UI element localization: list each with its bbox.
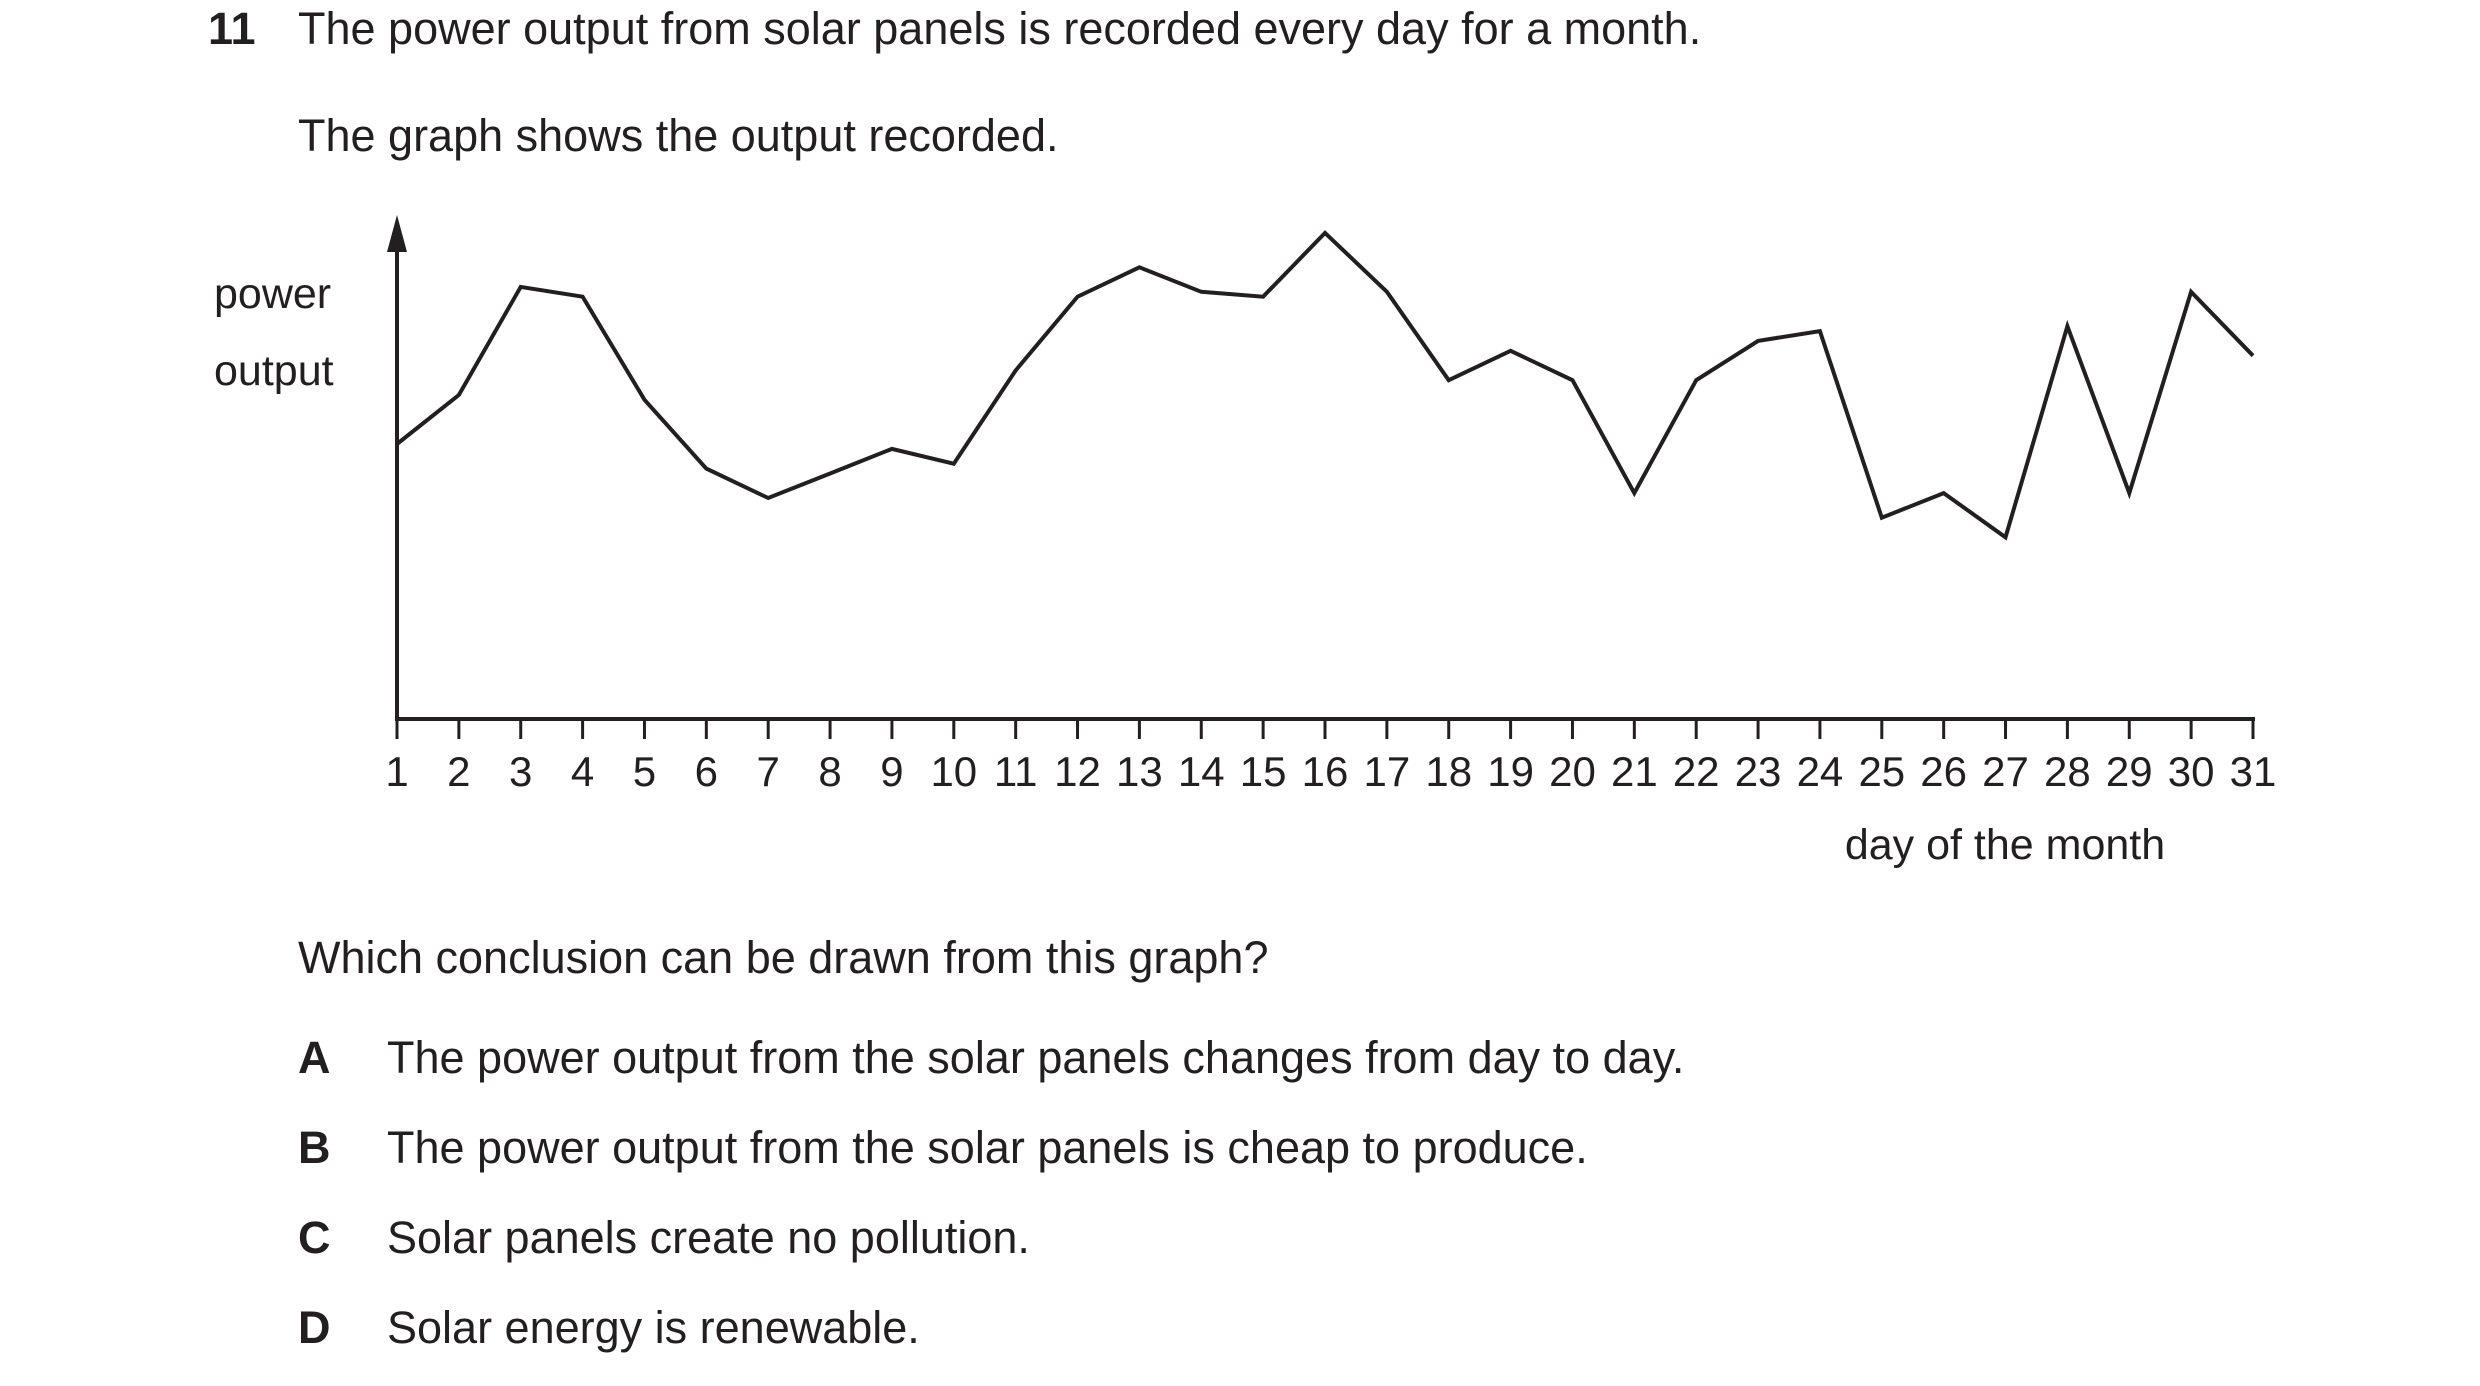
x-tick-label: 11 (994, 748, 1038, 795)
x-tick-label: 8 (818, 748, 841, 795)
x-tick-label: 20 (1549, 748, 1596, 795)
x-tick-label: 17 (1364, 748, 1411, 795)
x-tick-label: 6 (695, 748, 718, 795)
x-tick-label: 21 (1611, 748, 1658, 795)
x-tick-label: 28 (2044, 748, 2091, 795)
x-tick-label: 19 (1487, 748, 1534, 795)
x-tick-label: 16 (1302, 748, 1349, 795)
x-tick-label: 12 (1054, 748, 1101, 795)
x-tick-label: 29 (2106, 748, 2153, 795)
option-text: Solar energy is renewable. (387, 1302, 920, 1353)
y-axis-label: output (214, 347, 334, 395)
option-text: Solar panels create no pollution. (387, 1212, 1030, 1263)
x-tick-label: 9 (880, 748, 903, 795)
x-tick-label: 14 (1178, 748, 1225, 795)
y-axis-arrow (387, 215, 407, 252)
x-tick-label: 27 (1982, 748, 2029, 795)
question-number: 11 (208, 3, 256, 54)
option-letter: A (298, 1032, 331, 1083)
question-intro-text: The power output from solar panels is re… (298, 3, 1702, 54)
x-tick-label: 26 (1920, 748, 1967, 795)
option-text: The power output from the solar panels i… (387, 1122, 1588, 1173)
x-tick-label: 1 (385, 748, 408, 795)
x-tick-label: 10 (930, 748, 977, 795)
x-tick-label: 22 (1673, 748, 1720, 795)
x-tick-label: 24 (1797, 748, 1844, 795)
x-tick-label: 4 (571, 748, 594, 795)
x-tick-label: 30 (2168, 748, 2215, 795)
x-tick-label: 2 (447, 748, 470, 795)
option-letter: B (298, 1122, 331, 1173)
x-tick-label: 25 (1858, 748, 1905, 795)
y-axis-label: power (214, 270, 331, 318)
series-line (395, 230, 2255, 541)
x-axis-label: day of the month (1845, 821, 2165, 869)
x-tick-label: 3 (509, 748, 532, 795)
x-tick-label: 23 (1735, 748, 1782, 795)
x-tick-label: 15 (1240, 748, 1287, 795)
x-tick-label: 7 (757, 748, 780, 795)
graph-description-text: The graph shows the output recorded. (298, 110, 1059, 161)
option-text: The power output from the solar panels c… (387, 1032, 1685, 1083)
question-prompt: Which conclusion can be drawn from this … (298, 932, 1269, 983)
line-chart: 1 2 3 4 5 6 7 8 9 10 11 12 13 14 15 16 17 18 19 20 21 22 23 24 2… (214, 215, 2277, 869)
x-tick-label: 13 (1116, 748, 1163, 795)
x-tick-label: 5 (633, 748, 656, 795)
option-letter: C (298, 1212, 331, 1263)
option-letter: D (298, 1302, 331, 1353)
x-tick-label: 18 (1425, 748, 1472, 795)
x-tick-label: 31 (2230, 748, 2277, 795)
